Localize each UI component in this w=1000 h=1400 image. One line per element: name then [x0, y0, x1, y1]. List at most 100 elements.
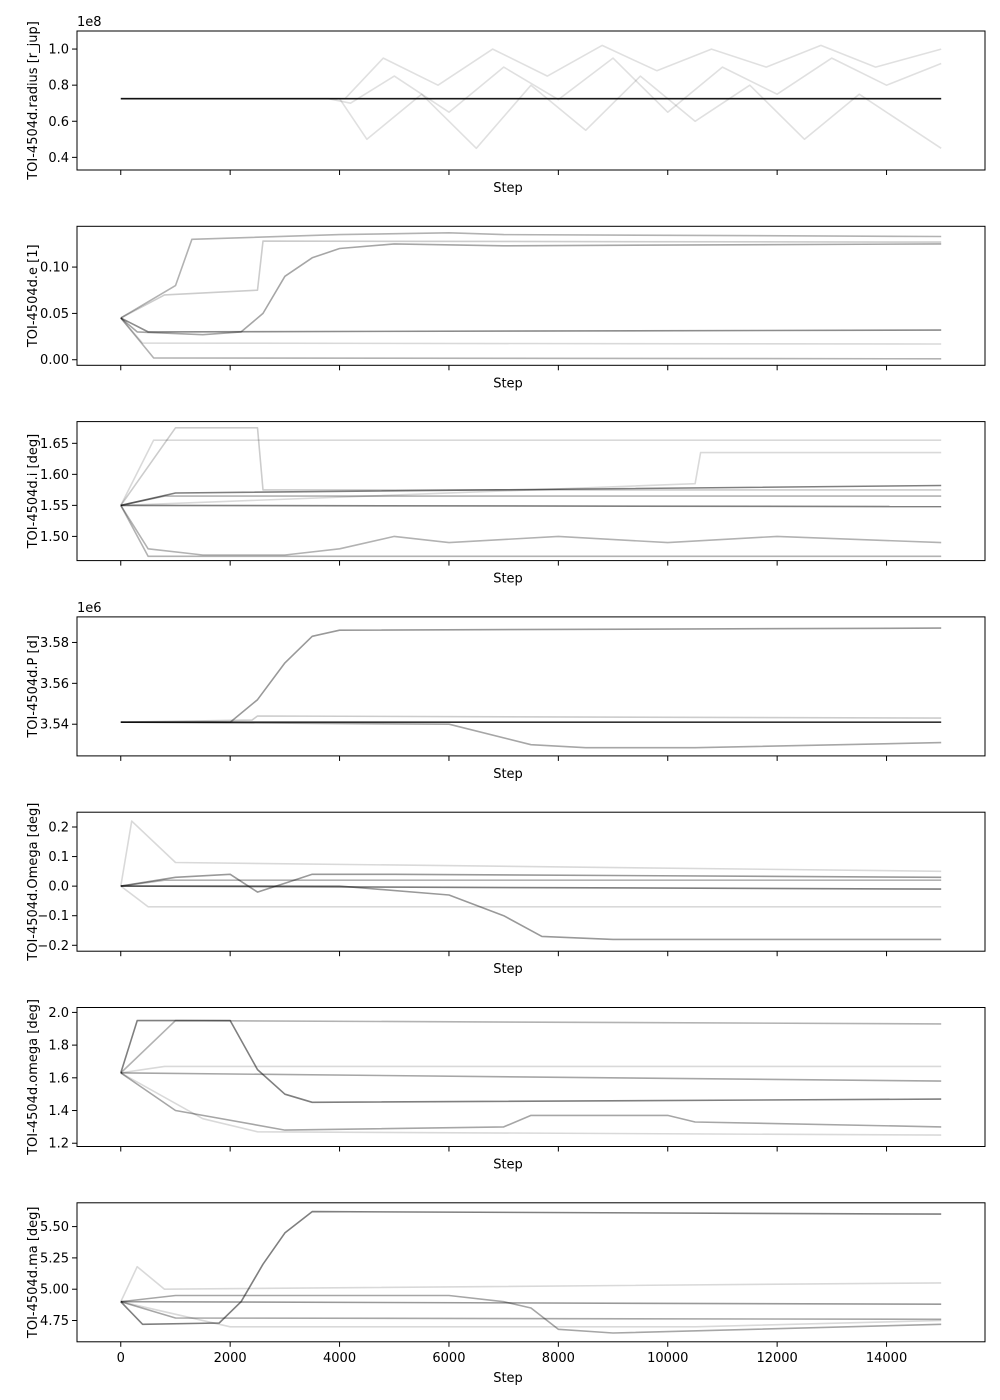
- trace-line-1: [120, 1300, 942, 1305]
- x-tick-label: 0: [117, 1351, 125, 1366]
- trace-line-3: [120, 426, 942, 506]
- trace-line-4: [120, 439, 942, 506]
- trace-lines: [120, 820, 942, 941]
- y-tick-label: −0.1: [37, 909, 69, 924]
- trace-line-2: [120, 232, 942, 319]
- trace-panel-1: 0.00 0.05 0.10 Step TOI-4504d.e [1]: [26, 225, 986, 391]
- trace-line-4: [120, 1065, 942, 1074]
- trace-line-0: [120, 1019, 942, 1104]
- trace-line-3: [120, 1300, 942, 1321]
- trace-line-1: [120, 885, 942, 941]
- axis-offset-label: 1e6: [77, 601, 102, 616]
- x-tick-label: 10000: [647, 1351, 688, 1366]
- trace-line-0: [120, 873, 942, 893]
- trace-line-5: [120, 1072, 942, 1136]
- trace-line-1: [120, 75, 942, 150]
- y-tick-label: 1.8: [48, 1039, 69, 1054]
- y-tick-label: 0.4: [48, 151, 69, 166]
- y-axis-label: TOI-4504d.e [1]: [26, 244, 41, 348]
- x-tick-label: 4000: [323, 1351, 356, 1366]
- y-tick-label: 3.54: [40, 718, 69, 733]
- y-tick-label: 1.65: [40, 437, 69, 452]
- trace-line-5: [120, 495, 942, 507]
- y-tick-label: 4.75: [40, 1314, 69, 1329]
- trace-line-1: [120, 317, 942, 333]
- y-tick-label: 1.6: [48, 1071, 69, 1086]
- y-tick-label: 0.2: [48, 820, 69, 835]
- trace-line-0: [120, 243, 942, 336]
- y-axis-label: TOI-4504d.radius [r_jup]: [26, 21, 41, 181]
- y-tick-label: 0.05: [40, 307, 69, 322]
- trace-line-5: [120, 1300, 942, 1328]
- y-tick-label: 0.8: [48, 79, 69, 94]
- trace-line-3: [120, 820, 942, 887]
- trace-panel-2: 1.50 1.55 1.60 1.65 Step TOI-4504d.i [deg]: [26, 421, 986, 587]
- trace-line-4: [120, 1265, 942, 1303]
- trace-lines: [120, 44, 942, 150]
- y-tick-label: 1.2: [48, 1137, 69, 1152]
- axes-frame: [76, 616, 986, 757]
- x-tick-label: 12000: [756, 1351, 797, 1366]
- trace-line-6: [120, 451, 942, 507]
- y-axis-label: TOI-4504d.i [deg]: [26, 434, 41, 550]
- trace-line-4: [120, 240, 942, 319]
- y-tick-label: 1.50: [40, 530, 69, 545]
- trace-line-3: [120, 1072, 942, 1082]
- trace-panel-0: 0.4 0.6 0.8 1.0 Step TOI-4504d.radius [r_jup]…: [26, 15, 986, 196]
- trace-panel-6: 0 2000 4000 6000 8000 10000 12000 14000 4.75 5.00…: [26, 1202, 986, 1386]
- x-tick-label: 6000: [432, 1351, 465, 1366]
- axis-offset-label: 1e8: [77, 15, 102, 30]
- y-axis-label: TOI-4504d.ma [deg]: [26, 1207, 41, 1340]
- trace-panel-5: 1.2 1.4 1.6 1.8 2.0 Step TOI-4504d.omega [deg]: [26, 999, 986, 1173]
- trace-line-2: [120, 44, 942, 100]
- x-tick-label: 14000: [866, 1351, 907, 1366]
- trace-line-1: [120, 1019, 942, 1074]
- x-axis-label: Step: [493, 572, 523, 587]
- trace-line-4: [120, 885, 942, 908]
- x-axis-label: Step: [493, 1371, 523, 1386]
- trace-line-0: [120, 1210, 942, 1326]
- trace-lines: [120, 1019, 942, 1136]
- trace-lines: [120, 1210, 942, 1334]
- y-axis-label: TOI-4504d.omega [deg]: [26, 999, 41, 1156]
- axes-frame: [76, 30, 986, 171]
- y-tick-label: 1.60: [40, 468, 69, 483]
- y-tick-label: 0.6: [48, 115, 69, 130]
- y-tick-label: 5.00: [40, 1283, 69, 1298]
- x-axis-label: Step: [493, 962, 523, 977]
- y-tick-label: 1.0: [48, 43, 69, 58]
- x-tick-label: 8000: [542, 1351, 575, 1366]
- y-tick-label: 3.58: [40, 636, 69, 651]
- x-axis-label: Step: [493, 376, 523, 391]
- x-axis-label: Step: [493, 767, 523, 782]
- y-tick-label: 0.10: [40, 261, 69, 276]
- trace-panel-3: 3.54 3.56 3.58 Step TOI-4504d.P [d] 1e6: [26, 601, 986, 782]
- y-tick-label: 1.55: [40, 499, 69, 514]
- y-tick-label: 5.50: [40, 1220, 69, 1235]
- trace-lines: [120, 232, 942, 360]
- trace-line-1: [120, 484, 942, 507]
- axes-frame: [76, 421, 986, 562]
- y-tick-label: −0.2: [37, 939, 69, 954]
- trace-line-2: [120, 1072, 942, 1131]
- axes-frame: [76, 1202, 986, 1343]
- trace-panel-4: −0.2 −0.1 0.0 0.1 0.2 Step TOI-4504d.Omega [de…: [26, 803, 986, 977]
- trace-line-1: [120, 721, 942, 749]
- trace-line-5: [120, 317, 942, 345]
- y-tick-label: 5.25: [40, 1251, 69, 1266]
- y-axis-label: TOI-4504d.P [d]: [26, 635, 41, 739]
- y-tick-label: 0.1: [48, 850, 69, 865]
- axes-frame: [76, 811, 986, 952]
- trace-line-3: [120, 715, 942, 723]
- y-tick-label: 0.00: [40, 353, 69, 368]
- y-tick-label: 0.0: [48, 880, 69, 895]
- trace-line-7: [120, 505, 942, 558]
- trace-lines: [120, 627, 942, 749]
- trace-line-2: [120, 885, 942, 890]
- trace-line-0: [120, 504, 942, 556]
- x-axis-label: Step: [493, 181, 523, 196]
- trace-line-3: [120, 317, 942, 360]
- y-tick-label: 2.0: [48, 1006, 69, 1021]
- trace-lines: [120, 426, 942, 558]
